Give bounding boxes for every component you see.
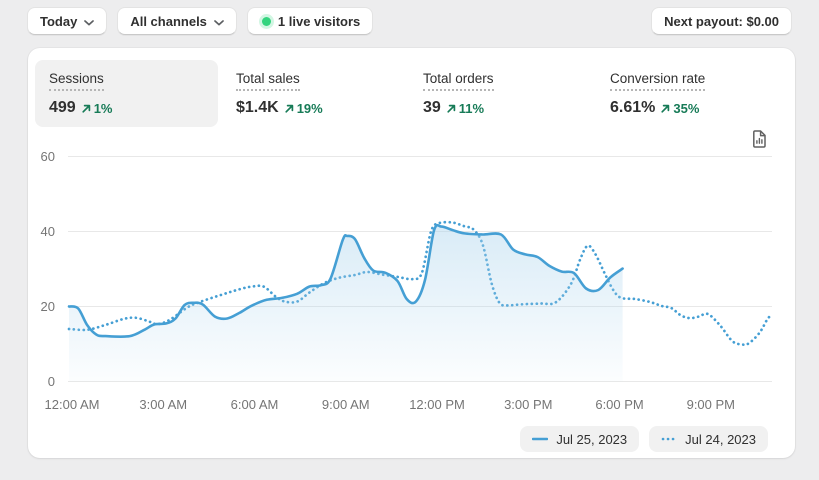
live-visitors-badge[interactable]: 1 live visitors [246,7,374,35]
svg-text:60: 60 [41,149,55,164]
trend-up-icon [447,104,456,113]
legend-item-jul-24[interactable]: Jul 24, 2023 [649,426,768,452]
live-visitors-label: 1 live visitors [277,13,361,29]
metric-tab-sessions[interactable]: Sessions 499 1% [35,60,218,127]
metric-label: Total orders [423,71,494,91]
metric-delta: 19% [284,101,323,116]
chevron-down-icon [214,14,224,29]
svg-text:3:00 PM: 3:00 PM [504,397,552,412]
svg-text:9:00 AM: 9:00 AM [322,397,370,412]
metric-delta: 1% [81,101,113,116]
trend-up-icon [661,104,670,113]
metric-tab-total-orders[interactable]: Total orders 39 11% [409,60,592,127]
solid-line-icon [532,437,549,441]
legend-label: Jul 25, 2023 [556,431,628,447]
svg-text:3:00 AM: 3:00 AM [139,397,187,412]
metric-label: Conversion rate [610,71,706,91]
metric-value: 39 [423,99,441,116]
svg-text:6:00 AM: 6:00 AM [231,397,279,412]
topbar: Today All channels 1 live visitors Next … [0,0,819,42]
trend-up-icon [82,104,90,113]
date-filter-button[interactable]: Today [27,7,108,35]
report-icon[interactable] [748,128,770,150]
svg-text:40: 40 [41,224,55,239]
metric-value: 499 [49,99,76,116]
svg-text:12:00 PM: 12:00 PM [409,397,465,412]
metric-value: $1.4K [236,99,279,116]
svg-text:12:00 AM: 12:00 AM [45,397,100,412]
metric-label: Sessions [49,71,104,91]
svg-text:9:00 PM: 9:00 PM [687,397,735,412]
metrics-row: Sessions 499 1% Total sales $1.4K 19% To… [35,60,786,127]
svg-text:6:00 PM: 6:00 PM [595,397,643,412]
svg-text:0: 0 [48,374,55,389]
date-filter-label: Today [40,13,78,29]
analytics-card: Sessions 499 1% Total sales $1.4K 19% To… [28,48,795,458]
legend-item-jul-25[interactable]: Jul 25, 2023 [520,426,640,452]
legend-label: Jul 24, 2023 [685,431,756,447]
chevron-down-icon [84,14,95,29]
channel-filter-button[interactable]: All channels [117,7,237,35]
trend-up-icon [285,104,293,113]
metric-delta: 35% [660,101,699,116]
metric-tab-total-sales[interactable]: Total sales $1.4K 19% [222,60,405,127]
channel-filter-label: All channels [130,13,207,29]
svg-text:20: 20 [41,299,55,314]
metric-delta: 11% [446,101,484,116]
next-payout-label: Next payout: $0.00 [664,13,779,29]
metric-value: 6.61% [610,99,656,116]
chart-legend: Jul 25, 2023 Jul 24, 2023 [520,426,768,452]
metric-label: Total sales [236,71,300,91]
live-dot-icon [261,16,271,26]
metric-tab-conversion-rate[interactable]: Conversion rate 6.61% 35% [596,60,786,127]
next-payout-button[interactable]: Next payout: $0.00 [651,7,792,35]
dotted-line-icon [661,437,675,441]
